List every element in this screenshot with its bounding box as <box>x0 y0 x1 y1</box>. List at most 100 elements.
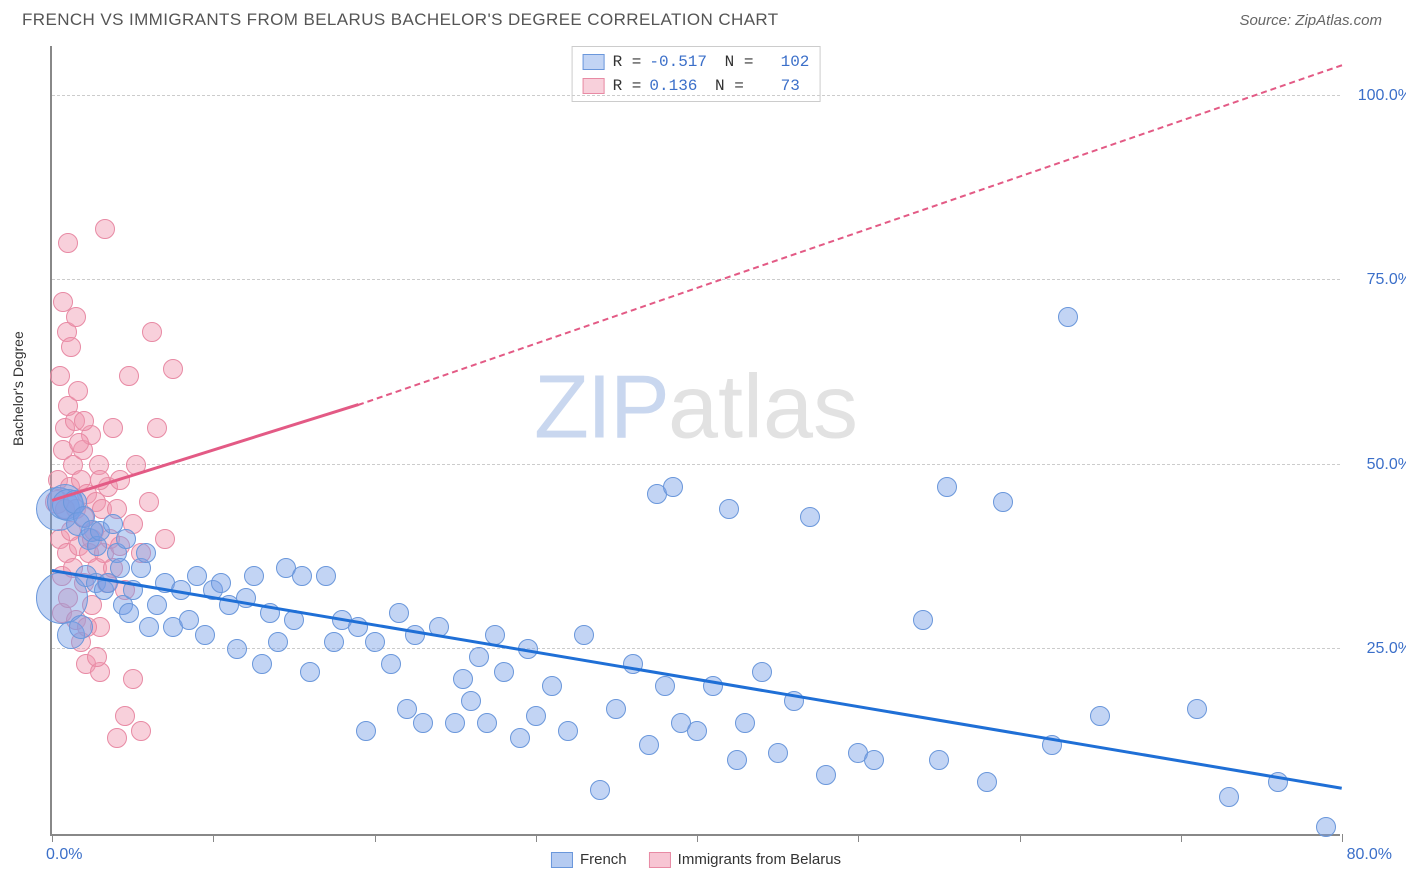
data-point <box>131 721 151 741</box>
data-point <box>1090 706 1110 726</box>
data-point <box>510 728 530 748</box>
data-point <box>53 292 73 312</box>
data-point <box>316 566 336 586</box>
data-point <box>542 676 562 696</box>
data-point <box>864 750 884 770</box>
legend-item-french: French <box>551 851 627 868</box>
data-point <box>445 713 465 733</box>
data-point <box>300 662 320 682</box>
data-point <box>107 728 127 748</box>
data-point <box>68 381 88 401</box>
data-point <box>87 647 107 667</box>
data-point <box>929 750 949 770</box>
y-axis-label: Bachelor's Degree <box>10 331 26 446</box>
x-tick <box>697 834 698 842</box>
data-point <box>69 615 93 639</box>
correlation-legend: R = -0.517 N = 102 R = 0.136 N = 73 <box>572 46 821 102</box>
data-point <box>95 219 115 239</box>
data-point <box>469 647 489 667</box>
gridline <box>52 464 1340 465</box>
trend-line <box>52 569 1342 789</box>
x-tick <box>52 834 53 842</box>
swatch-belarus <box>649 852 671 868</box>
data-point <box>768 743 788 763</box>
data-point <box>142 322 162 342</box>
data-point <box>195 625 215 645</box>
data-point <box>244 566 264 586</box>
data-point <box>119 366 139 386</box>
data-point <box>800 507 820 527</box>
x-tick <box>213 834 214 842</box>
chart-header: FRENCH VS IMMIGRANTS FROM BELARUS BACHEL… <box>0 0 1406 36</box>
data-point <box>123 669 143 689</box>
data-point <box>993 492 1013 512</box>
legend-label-belarus: Immigrants from Belarus <box>678 851 841 868</box>
r-label: R = <box>613 50 642 74</box>
data-point <box>211 573 231 593</box>
data-point <box>453 669 473 689</box>
data-point <box>1187 699 1207 719</box>
data-point <box>526 706 546 726</box>
data-point <box>69 433 89 453</box>
x-tick <box>1342 834 1343 842</box>
data-point <box>58 233 78 253</box>
data-point <box>494 662 514 682</box>
y-tick-label: 50.0% <box>1367 456 1406 474</box>
data-point <box>116 529 136 549</box>
n-label: N = <box>715 50 753 74</box>
data-point <box>381 654 401 674</box>
data-point <box>477 713 497 733</box>
data-point <box>485 625 505 645</box>
data-point <box>110 558 130 578</box>
data-point <box>752 662 772 682</box>
y-tick-label: 75.0% <box>1367 271 1406 289</box>
gridline <box>52 279 1340 280</box>
legend-item-belarus: Immigrants from Belarus <box>649 851 841 868</box>
x-tick <box>536 834 537 842</box>
data-point <box>147 418 167 438</box>
series-legend: French Immigrants from Belarus <box>551 851 841 868</box>
legend-row-french: R = -0.517 N = 102 <box>583 50 810 74</box>
swatch-belarus <box>583 78 605 94</box>
x-tick <box>375 834 376 842</box>
data-point <box>147 595 167 615</box>
data-point <box>977 772 997 792</box>
data-point <box>324 632 344 652</box>
data-point <box>103 418 123 438</box>
data-point <box>74 411 94 431</box>
data-point <box>356 721 376 741</box>
trend-line <box>358 64 1342 406</box>
data-point <box>413 713 433 733</box>
x-axis-min-label: 0.0% <box>46 846 82 864</box>
gridline <box>52 95 1340 96</box>
data-point <box>639 735 659 755</box>
data-point <box>623 654 643 674</box>
data-point <box>50 366 70 386</box>
data-point <box>389 603 409 623</box>
data-point <box>136 543 156 563</box>
source-attribution: Source: ZipAtlas.com <box>1239 12 1382 29</box>
data-point <box>558 721 578 741</box>
data-point <box>655 676 675 696</box>
x-tick <box>1020 834 1021 842</box>
watermark-prefix: ZIP <box>534 358 668 458</box>
data-point <box>397 699 417 719</box>
data-point <box>663 477 683 497</box>
data-point <box>252 654 272 674</box>
data-point <box>816 765 836 785</box>
data-point <box>590 780 610 800</box>
data-point <box>405 625 425 645</box>
legend-label-french: French <box>580 851 627 868</box>
data-point <box>606 699 626 719</box>
data-point <box>735 713 755 733</box>
data-point <box>727 750 747 770</box>
data-point <box>227 639 247 659</box>
data-point <box>1058 307 1078 327</box>
data-point <box>292 566 312 586</box>
chart-title: FRENCH VS IMMIGRANTS FROM BELARUS BACHEL… <box>22 10 779 30</box>
data-point <box>155 529 175 549</box>
data-point <box>163 359 183 379</box>
data-point <box>1219 787 1239 807</box>
r-value-french: -0.517 <box>649 50 707 74</box>
x-axis-max-label: 80.0% <box>1347 846 1392 864</box>
